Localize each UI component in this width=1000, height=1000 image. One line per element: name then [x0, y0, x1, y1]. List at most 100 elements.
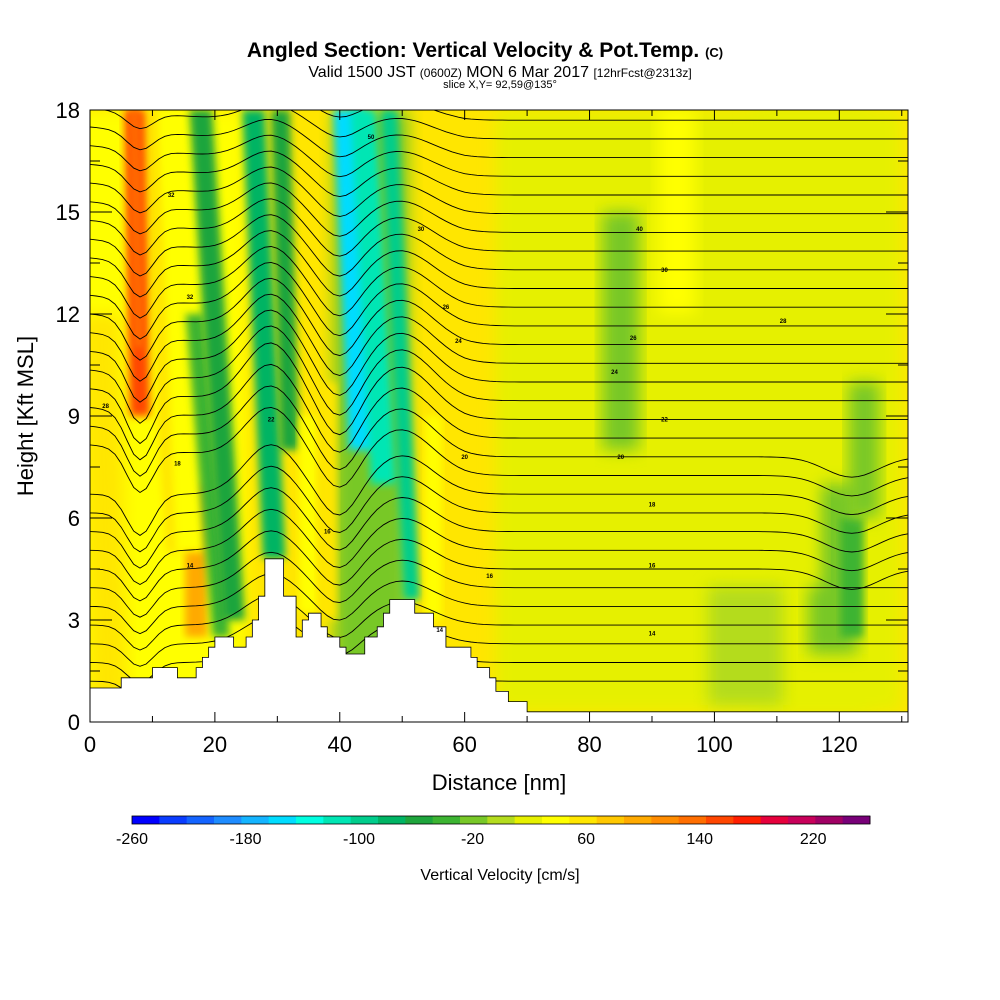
contour-label: 50	[368, 135, 375, 141]
contour-label: 16	[324, 530, 331, 536]
contour-label: 16	[486, 574, 493, 580]
velocity-band	[159, 110, 205, 552]
contour-label: 28	[780, 319, 787, 325]
isentrope-line	[90, 118, 908, 159]
isentrope-line	[90, 508, 908, 586]
x-tick-label: 120	[821, 732, 858, 757]
y-tick-label: 9	[68, 404, 80, 429]
contour-label: 14	[649, 632, 656, 638]
colorbar-swatch	[815, 816, 844, 824]
isentrope-line	[90, 150, 908, 198]
chart-subtitle: Valid 1500 JST (0600Z) MON 6 Mar 2017 [1…	[308, 64, 691, 81]
y-tick-label: 12	[56, 302, 80, 327]
x-axis: 0 20 40 60 80 100 120	[84, 110, 903, 757]
contour-labels: 28 32 32 50 40 30 28 26 24 22 20 18 16 14 18 14 16 20 24 26…	[102, 135, 787, 637]
contour-label: 30	[661, 268, 668, 274]
velocity-band	[708, 586, 784, 705]
colorbar-swatch	[569, 816, 598, 824]
x-tick-label: 80	[577, 732, 601, 757]
colorbar-swatch	[542, 816, 570, 824]
contour-label: 28	[102, 404, 109, 410]
contour-label: 26	[630, 336, 637, 342]
contour-label: 24	[611, 370, 618, 376]
velocity-band	[189, 110, 245, 620]
colorbar-frame	[131, 815, 871, 825]
isentrope-line	[90, 182, 908, 237]
colorbar-tick-label: -20	[461, 831, 484, 848]
y-tick-label: 15	[56, 200, 80, 225]
velocity-band	[242, 110, 286, 559]
contour-label: 30	[418, 227, 425, 233]
copyright-mark: (C)	[705, 45, 723, 60]
y-axis-label: Height [Kft MSL]	[13, 336, 38, 496]
colorbar-tick-label: 220	[800, 831, 827, 848]
colorbar-tick-label: -180	[230, 831, 262, 848]
x-tick-label: 100	[696, 732, 733, 757]
velocity-band	[770, 450, 821, 586]
velocity-band	[848, 382, 880, 518]
colorbar-swatch	[788, 816, 816, 824]
isentrope-line	[90, 363, 908, 461]
isentrope-line	[90, 134, 908, 178]
colorbar-swatch	[432, 816, 461, 824]
velocity-band	[299, 416, 318, 614]
velocity-band	[658, 110, 696, 314]
y-tick-label: 18	[56, 98, 80, 123]
colorbar-swatch	[760, 816, 789, 824]
terrain	[90, 558, 908, 722]
velocity-band	[271, 110, 300, 450]
colorbar-swatch	[268, 816, 297, 824]
colorbar-swatch	[706, 816, 734, 824]
isentrope-line	[90, 325, 908, 424]
contour-label: 20	[617, 455, 624, 461]
colorbar-swatch	[678, 816, 707, 824]
isentrope-line	[90, 551, 908, 618]
contour-label: 22	[661, 417, 668, 423]
x-tick-label: 60	[452, 732, 476, 757]
x-tick-label: 0	[84, 732, 96, 757]
velocity-band	[129, 110, 144, 348]
colorbar-tick-label: 60	[577, 831, 595, 848]
colorbar-tick-label: -260	[116, 831, 148, 848]
contour-label: 16	[649, 564, 656, 570]
isentrope-line	[90, 277, 908, 361]
isentrope-line	[319, 110, 908, 121]
isentrope-line	[90, 406, 908, 497]
y-tick-label: 0	[68, 710, 80, 735]
velocity-band	[840, 518, 864, 637]
colorbar-swatch	[651, 816, 680, 824]
colorbar-swatch	[514, 816, 543, 824]
colorbar-swatch	[405, 816, 434, 824]
isentrope-line	[90, 465, 908, 553]
isentrope-line	[90, 293, 908, 382]
isentrope-line	[90, 261, 908, 340]
isentrope-line	[90, 342, 908, 445]
colorbar-swatch	[296, 816, 324, 824]
isentrope-line	[90, 230, 908, 298]
plot-area: 28 32 32 50 40 30 28 26 24 22 20 18 16 14 18 14 16 20 24 26…	[90, 110, 908, 722]
isentrope-line	[90, 309, 908, 403]
contour-label: 14	[187, 564, 194, 570]
contour-label: 26	[443, 305, 450, 311]
y-tick-label: 3	[68, 608, 80, 633]
colorbar-label: Vertical Velocity [cm/s]	[420, 867, 579, 884]
colorbar-swatch	[460, 816, 488, 824]
velocity-band	[90, 314, 128, 705]
x-tick-label: 20	[203, 732, 227, 757]
colorbar-swatch	[159, 816, 188, 824]
colorbar-tick-label: 140	[686, 831, 713, 848]
contour-label: 18	[649, 502, 656, 508]
isentrope-line	[90, 444, 908, 536]
colorbar-swatch	[350, 816, 379, 824]
contour-label: 18	[174, 462, 181, 468]
colorbar-swatch	[214, 816, 242, 824]
contour-label: 22	[268, 417, 275, 423]
isentrope-line	[90, 214, 908, 277]
colorbar-swatch	[842, 816, 871, 824]
velocity-band	[602, 212, 640, 450]
x-axis-label: Distance [nm]	[432, 770, 567, 795]
colorbar-swatch	[487, 816, 516, 824]
isentrope-line	[90, 594, 908, 651]
colorbar-swatch	[733, 816, 762, 824]
